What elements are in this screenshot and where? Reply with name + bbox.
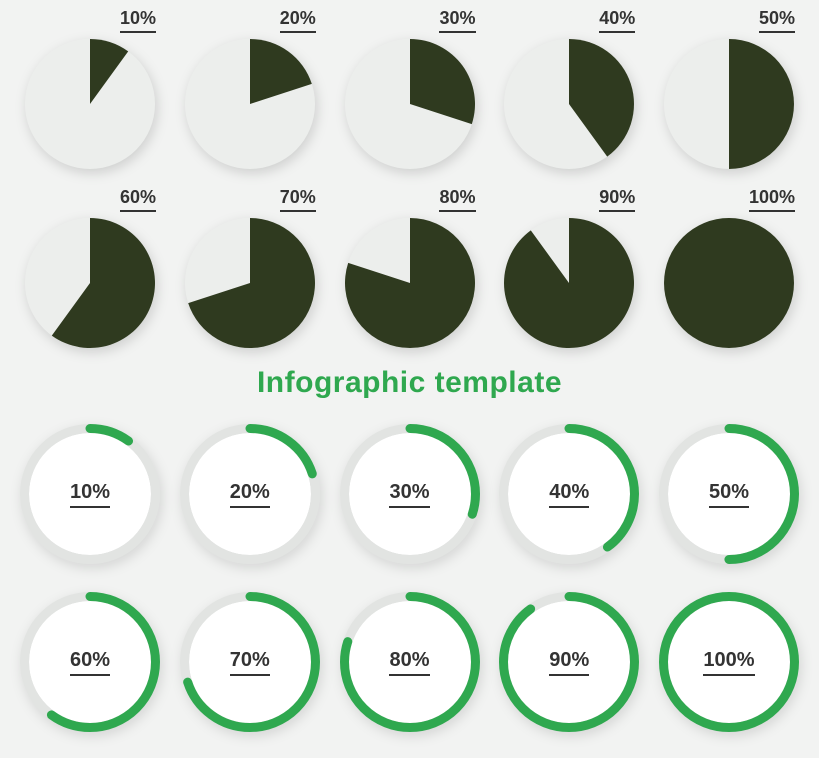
pie-label: 20%: [280, 8, 316, 33]
pie-chart: [664, 39, 794, 169]
pie-chart: [504, 39, 634, 169]
ring-chart: 30%: [340, 424, 480, 564]
ring-label: 60%: [70, 649, 110, 676]
pie-label: 40%: [599, 8, 635, 33]
pie-label: 50%: [759, 8, 795, 33]
ring-chart: 20%: [180, 424, 320, 564]
ring-label: 40%: [549, 481, 589, 508]
pie-label: 80%: [439, 187, 475, 212]
pie-label: 70%: [280, 187, 316, 212]
pie-label: 60%: [120, 187, 156, 212]
ring-chart: 70%: [180, 592, 320, 732]
pie-chart: [185, 218, 315, 348]
ring-label: 10%: [70, 481, 110, 508]
pie-row-2: 60% 70% 80% 90% 100%: [20, 187, 799, 348]
ring-label: 90%: [549, 649, 589, 676]
ring-label: 50%: [709, 481, 749, 508]
pie-chart: [345, 39, 475, 169]
ring-chart: 60%: [20, 592, 160, 732]
pie-row-1: 10% 20% 30% 40% 50%: [20, 8, 799, 169]
pie-cell: 10%: [20, 8, 160, 169]
ring-chart: 80%: [340, 592, 480, 732]
pie-chart: [25, 39, 155, 169]
section-title: Infographic template: [20, 366, 799, 400]
ring-row-1: 10% 20% 30% 40% 50%: [20, 424, 799, 564]
pie-cell: 40%: [499, 8, 639, 169]
ring-chart: 40%: [499, 424, 639, 564]
ring-label: 20%: [230, 481, 270, 508]
pie-cell: 80%: [340, 187, 480, 348]
pie-label: 10%: [120, 8, 156, 33]
pie-cell: 100%: [659, 187, 799, 348]
pie-chart: [664, 218, 794, 348]
ring-label: 70%: [230, 649, 270, 676]
pie-chart: [185, 39, 315, 169]
ring-label: 30%: [389, 481, 429, 508]
pie-cell: 90%: [499, 187, 639, 348]
pie-cell: 50%: [659, 8, 799, 169]
ring-chart: 90%: [499, 592, 639, 732]
pie-cell: 30%: [340, 8, 480, 169]
pie-label: 100%: [749, 187, 795, 212]
pie-label: 30%: [439, 8, 475, 33]
pie-chart: [345, 218, 475, 348]
ring-label: 100%: [703, 649, 754, 676]
pie-cell: 60%: [20, 187, 160, 348]
ring-chart: 100%: [659, 592, 799, 732]
pie-label: 90%: [599, 187, 635, 212]
pie-cell: 70%: [180, 187, 320, 348]
ring-chart: 10%: [20, 424, 160, 564]
pie-cell: 20%: [180, 8, 320, 169]
ring-chart: 50%: [659, 424, 799, 564]
ring-label: 80%: [389, 649, 429, 676]
pie-chart: [25, 218, 155, 348]
ring-row-2: 60% 70% 80% 90% 100%: [20, 592, 799, 732]
pie-chart: [504, 218, 634, 348]
